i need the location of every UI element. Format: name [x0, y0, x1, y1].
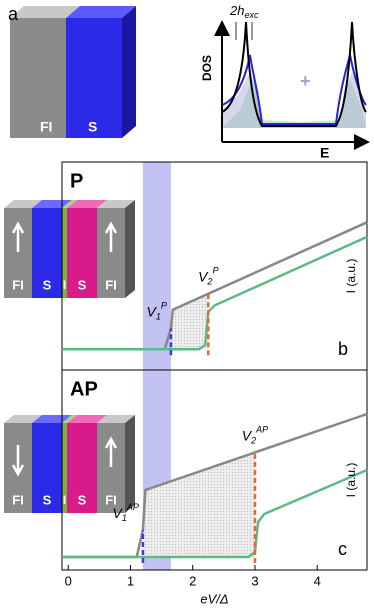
layer-label: S: [78, 492, 87, 507]
magnetization-arrow: [11, 445, 25, 477]
marker-symbol: V: [242, 427, 253, 443]
layer-label: FI: [105, 492, 117, 507]
marker-label: V1AP: [113, 502, 139, 523]
marker-sup: P: [212, 266, 218, 276]
curve: [62, 468, 368, 559]
dos-ylabel: DOS: [200, 55, 214, 81]
layer-label: S: [78, 277, 87, 292]
layer: [62, 208, 67, 298]
marker-sup: AP: [126, 502, 139, 512]
x-tick-label: 3: [251, 573, 258, 588]
x-axis-label: eV/Δ: [200, 591, 228, 606]
y-axis-label: I (a.u.): [344, 259, 358, 294]
layer-label: S: [43, 492, 52, 507]
x-tick-label: 0: [65, 573, 72, 588]
layer-top: [62, 200, 77, 208]
plus: +: [300, 71, 311, 91]
layer-side: [125, 200, 135, 298]
marker-sup: P: [161, 301, 167, 311]
layer-label: S: [43, 277, 52, 292]
marker-sub: 1: [122, 513, 127, 523]
layer-top: [97, 415, 135, 423]
marker-sub: 1: [156, 312, 161, 322]
layer-side: [125, 415, 135, 513]
layer-top: [67, 200, 107, 208]
panel-title: P: [70, 170, 83, 192]
panel-letter: c: [338, 539, 347, 559]
layer: [67, 423, 97, 513]
layer-label: I: [63, 493, 66, 507]
marker-sub: 2: [206, 277, 212, 287]
layer-top: [97, 200, 135, 208]
layer: [32, 423, 62, 513]
y-axis-label: I (a.u.): [344, 463, 358, 498]
magnetization-arrow: [104, 436, 118, 467]
layer-label: FI: [12, 492, 24, 507]
panel-title: AP: [70, 378, 98, 400]
layer: [67, 208, 97, 298]
marker-sub: 2: [250, 436, 256, 446]
marker-symbol: V: [147, 303, 158, 319]
marker-symbol: V: [113, 505, 124, 521]
layer-label: FI: [12, 277, 24, 292]
gap-label: 2hexc: [229, 3, 259, 20]
marker-symbol: V: [198, 268, 209, 284]
layer: [32, 208, 62, 298]
panel-letter: b: [338, 339, 348, 359]
x-tick-label: 1: [127, 573, 134, 588]
layer-top: [67, 415, 107, 423]
panel-letter: a: [8, 4, 19, 24]
magnetization-arrow: [104, 221, 118, 252]
curve: [62, 235, 368, 351]
x-tick-label: 2: [189, 573, 196, 588]
marker-label: V2AP: [242, 425, 268, 446]
marker-label: V2P: [198, 266, 218, 287]
band: [142, 162, 171, 370]
marker-label: V1P: [147, 301, 167, 322]
shaded-region: [142, 452, 255, 557]
x-tick-label: 4: [314, 573, 321, 588]
layer-label: FI: [105, 277, 117, 292]
layer-top: [62, 415, 77, 423]
layer: [62, 423, 67, 513]
marker-sup: AP: [255, 425, 268, 435]
block-label: S: [88, 119, 97, 135]
layer-top: [4, 415, 42, 423]
dos-plot: [214, 20, 370, 150]
layer-label: I: [63, 278, 66, 292]
bilayer-block: [10, 6, 136, 138]
magnetization-arrow: [11, 221, 25, 252]
layer-top: [4, 200, 42, 208]
dos-xlabel: E: [320, 145, 329, 161]
block-label: FI: [40, 119, 52, 135]
